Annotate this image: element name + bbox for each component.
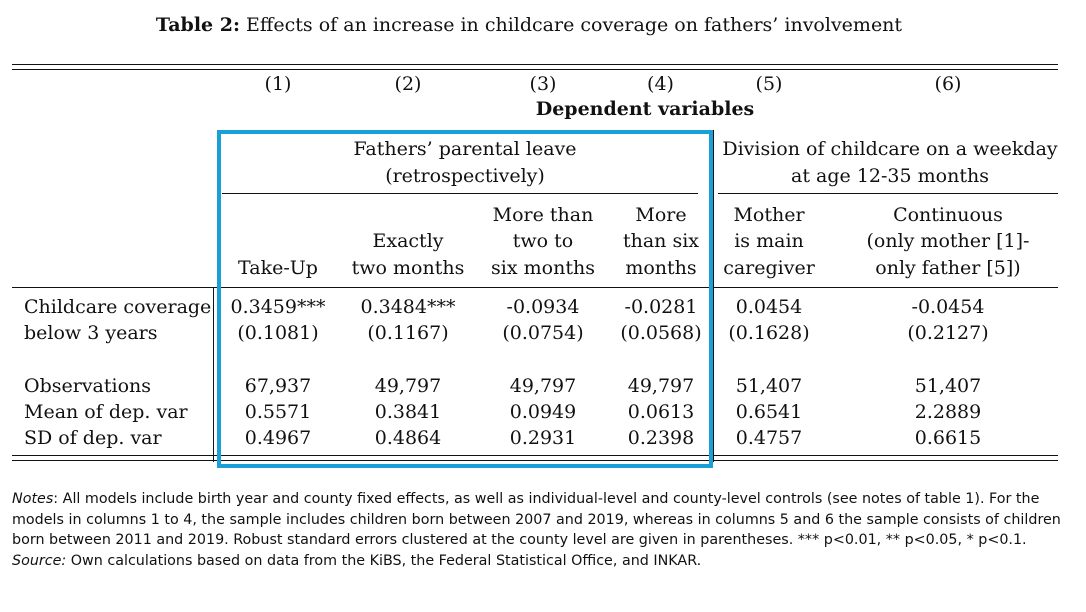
table-title: Table 2: Effects of an increase in child…	[0, 14, 1058, 36]
se-col-2: (0.1167)	[367, 322, 449, 344]
table-title-label: Table 2:	[155, 14, 240, 36]
sd-col-3: 0.2931	[509, 427, 577, 449]
table-notes: Notes: All models include birth year and…	[12, 489, 1064, 571]
group-header-parental-leave-line2: (retrospectively)	[385, 165, 545, 187]
col-number-5: (5)	[755, 73, 783, 95]
sd-col-5: 0.4757	[735, 427, 803, 449]
se-col-4: (0.0568)	[620, 322, 702, 344]
group-header-division-line1: Division of childcare on a weekday	[722, 138, 1058, 160]
col-header-3-l3: six months	[491, 257, 595, 279]
mean-col-6: 2.2889	[914, 401, 982, 423]
row-label-mean: Mean of dep. var	[24, 401, 188, 423]
col-header-3-l2: two to	[512, 230, 574, 252]
obs-col-1: 67,937	[244, 375, 312, 397]
coef-col-4: -0.0281	[624, 296, 698, 318]
notes-label: Notes	[12, 491, 54, 507]
col-header-3-l1: More than	[492, 204, 594, 226]
mean-col-5: 0.6541	[735, 401, 803, 423]
group-header-division-line2: at age 12-35 months	[791, 165, 989, 187]
se-col-5: (0.1628)	[728, 322, 810, 344]
obs-col-5: 51,407	[735, 375, 803, 397]
header-bottom-rule	[12, 287, 1058, 288]
col-number-1: (1)	[264, 73, 292, 95]
coef-col-1: 0.3459***	[230, 296, 326, 318]
coef-col-6: -0.0454	[911, 296, 985, 318]
dependent-variables-label: Dependent variables	[535, 98, 755, 120]
row-label-sd: SD of dep. var	[24, 427, 162, 449]
coef-col-3: -0.0934	[506, 296, 580, 318]
obs-col-3: 49,797	[509, 375, 577, 397]
group-rule-right	[718, 193, 1058, 194]
col-header-6-l2: (only mother [1]-	[866, 230, 1030, 252]
sd-col-4: 0.2398	[627, 427, 695, 449]
mean-col-2: 0.3841	[374, 401, 442, 423]
table-title-text: Effects of an increase in childcare cove…	[246, 14, 903, 36]
coef-col-2: 0.3484***	[360, 296, 456, 318]
obs-col-4: 49,797	[627, 375, 695, 397]
group-header-parental-leave-line1: Fathers’ parental leave	[353, 138, 577, 160]
col-header-2-l3: two months	[351, 257, 465, 279]
coef-col-5: 0.0454	[735, 296, 803, 318]
row-label-coefficient-line1: Childcare coverage	[24, 296, 212, 318]
se-col-6: (0.2127)	[907, 322, 989, 344]
col-header-5-l2: is main	[734, 230, 804, 252]
group-vertical-divider	[713, 130, 714, 462]
col-number-6: (6)	[934, 73, 962, 95]
sd-col-6: 0.6615	[914, 427, 982, 449]
se-col-1: (0.1081)	[237, 322, 319, 344]
top-rule-1	[12, 64, 1058, 65]
group-rule-left	[222, 193, 698, 194]
col-header-4-l1: More	[635, 204, 687, 226]
col-header-6-l1: Continuous	[893, 204, 1003, 226]
bottom-rule-2	[12, 460, 1058, 461]
se-col-3: (0.0754)	[502, 322, 584, 344]
col-header-1-l3: Take-Up	[238, 257, 318, 279]
mean-col-3: 0.0949	[509, 401, 577, 423]
obs-col-2: 49,797	[374, 375, 442, 397]
row-label-observations: Observations	[24, 375, 152, 397]
sd-col-1: 0.4967	[244, 427, 312, 449]
top-rule-2	[12, 69, 1058, 70]
mean-col-1: 0.5571	[244, 401, 312, 423]
col-number-2: (2)	[394, 73, 422, 95]
label-vertical-divider	[213, 288, 214, 462]
mean-col-4: 0.0613	[627, 401, 695, 423]
col-header-5-l3: caregiver	[723, 257, 815, 279]
source-text: Own calculations based on data from the …	[66, 552, 702, 569]
col-header-2-l2: Exactly	[372, 230, 444, 252]
col-header-4-l2: than six	[622, 230, 700, 252]
row-label-coefficient-line2: below 3 years	[24, 322, 158, 344]
notes-text: : All models include birth year and coun…	[12, 491, 1061, 549]
col-number-4: (4)	[647, 73, 674, 95]
col-header-5-l1: Mother	[733, 204, 805, 226]
source-label: Source:	[12, 552, 67, 569]
obs-col-6: 51,407	[914, 375, 982, 397]
col-header-4-l3: months	[625, 257, 697, 279]
col-header-6-l3: only father [5])	[875, 257, 1021, 279]
highlight-box	[217, 130, 713, 468]
col-number-3: (3)	[529, 73, 557, 95]
bottom-rule-1	[12, 455, 1058, 456]
sd-col-2: 0.4864	[374, 427, 442, 449]
